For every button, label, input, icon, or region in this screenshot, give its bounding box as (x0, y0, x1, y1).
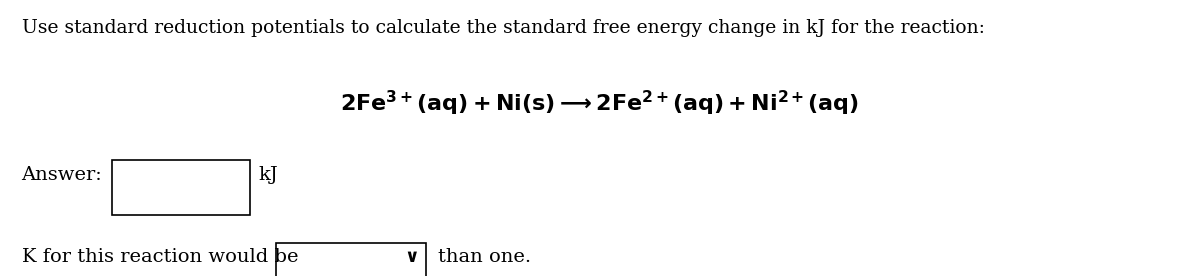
Text: Use standard reduction potentials to calculate the standard free energy change i: Use standard reduction potentials to cal… (22, 19, 984, 37)
Text: $\mathbf{2Fe^{3+}(aq) + Ni(s) \longrightarrow 2Fe^{2+}(aq) + Ni^{2+}(aq)}$: $\mathbf{2Fe^{3+}(aq) + Ni(s) \longright… (341, 88, 859, 118)
Text: K for this reaction would be: K for this reaction would be (22, 248, 298, 266)
FancyBboxPatch shape (112, 160, 250, 215)
Text: Answer:: Answer: (22, 166, 102, 184)
Text: kJ: kJ (258, 166, 277, 184)
Text: ∨: ∨ (404, 248, 419, 266)
Text: than one.: than one. (438, 248, 532, 266)
FancyBboxPatch shape (276, 243, 426, 276)
